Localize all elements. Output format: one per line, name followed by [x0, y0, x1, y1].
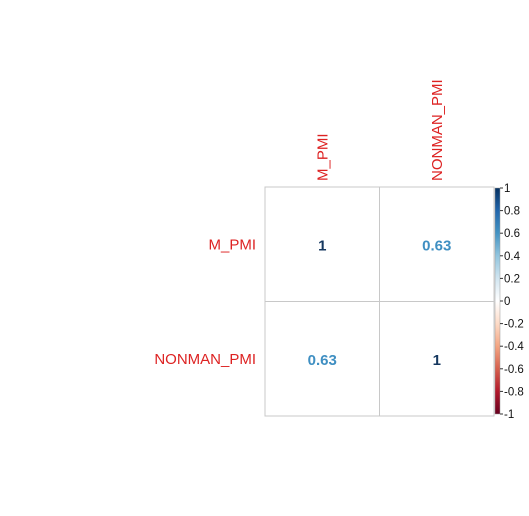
- colorbar-tick-label: 0.8: [504, 206, 520, 218]
- cell-value: 1: [433, 352, 441, 369]
- color-legend: 1 0.8 0.6 0.4 0.2 0 -0.2 -0.4 -0.6 -0.8 -1: [494, 183, 524, 421]
- colorbar-tick-label: 1: [504, 183, 510, 195]
- cell-value: 1: [318, 237, 326, 254]
- colorbar-tick-label: 0.6: [504, 228, 520, 240]
- colorbar-tick-label: -0.8: [504, 386, 524, 398]
- row-label-nonman-pmi: NONMAN_PMI: [154, 351, 256, 368]
- cell-value: 0.63: [422, 237, 451, 254]
- cell-value: 0.63: [308, 352, 337, 369]
- colorbar-tick-label: -0.4: [504, 341, 524, 353]
- colorbar-tick-label: -0.6: [504, 364, 524, 376]
- row-label-m-pmi: M_PMI: [208, 236, 256, 253]
- colorbar-tick-label: 0.2: [504, 273, 520, 285]
- colorbar-tick-label: 0.4: [504, 251, 521, 263]
- colorbar: [494, 187, 501, 415]
- colorbar-tick-label: -0.2: [504, 319, 524, 331]
- col-label-nonman-pmi: NONMAN_PMI: [429, 79, 446, 181]
- colorbar-tick-label: -1: [504, 409, 514, 421]
- colorbar-tick-label: 0: [504, 296, 510, 308]
- correlation-matrix: M_PMI NONMAN_PMI M_PMI NONMAN_PMI 1 0.63 0.63 1: [154, 79, 495, 417]
- col-label-m-pmi: M_PMI: [314, 133, 331, 181]
